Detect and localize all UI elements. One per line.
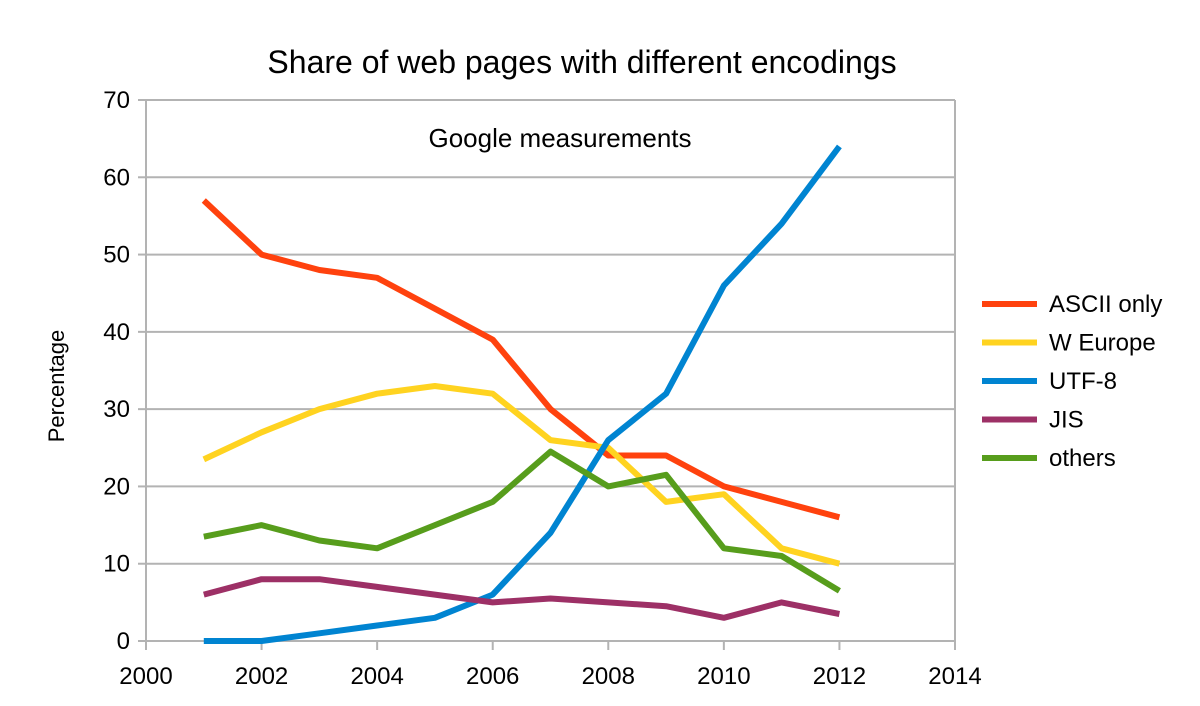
y-tick-label: 50 [103, 242, 130, 269]
x-tick-label: 2012 [813, 663, 866, 690]
grid-layer [146, 99, 955, 642]
y-tick-label: 60 [103, 164, 130, 191]
chart-subtitle: Google measurements [428, 123, 691, 153]
legend-label: JIS [1049, 407, 1084, 434]
series-line-ascii-only [201, 198, 841, 521]
legend-label: UTF-8 [1049, 368, 1117, 395]
legend-item: ASCII only [982, 291, 1162, 318]
y-tick-label: 0 [117, 628, 130, 655]
series-line-w-europe [202, 383, 841, 567]
y-axis-label: Percentage [44, 330, 69, 443]
series-line-jis [203, 576, 840, 621]
legend-label: W Europe [1049, 330, 1156, 357]
x-tick-label: 2010 [697, 663, 750, 690]
x-tick-label: 2008 [582, 663, 635, 690]
series-layer [201, 144, 842, 644]
y-tick-label: 40 [103, 319, 130, 346]
legend-item: UTF-8 [982, 368, 1117, 395]
series-line-others [203, 448, 841, 594]
legend-item: others [982, 445, 1116, 472]
legend: ASCII only W Europe UTF-8 JIS others [982, 291, 1162, 472]
x-tick-label: 2006 [466, 663, 519, 690]
series-line-utf-8 [203, 144, 842, 644]
legend-label: ASCII only [1049, 291, 1162, 318]
x-tick-label: 2014 [928, 663, 981, 690]
y-tick-label: 10 [103, 551, 130, 578]
x-tick-label: 2000 [119, 663, 172, 690]
legend-item: JIS [982, 407, 1084, 434]
x-tick-label: 2002 [235, 663, 288, 690]
axis-layer: 0 10 20 30 40 50 60 70 2000 2002 2004 2006 2008 2010 2… [103, 87, 981, 690]
chart-title: Share of web pages with different encodi… [267, 44, 896, 80]
y-tick-label: 30 [103, 396, 130, 423]
legend-label: others [1049, 445, 1116, 472]
y-tick-label: 70 [103, 87, 130, 114]
legend-item: W Europe [982, 330, 1156, 357]
y-tick-label: 20 [103, 473, 130, 500]
x-tick-label: 2004 [350, 663, 403, 690]
